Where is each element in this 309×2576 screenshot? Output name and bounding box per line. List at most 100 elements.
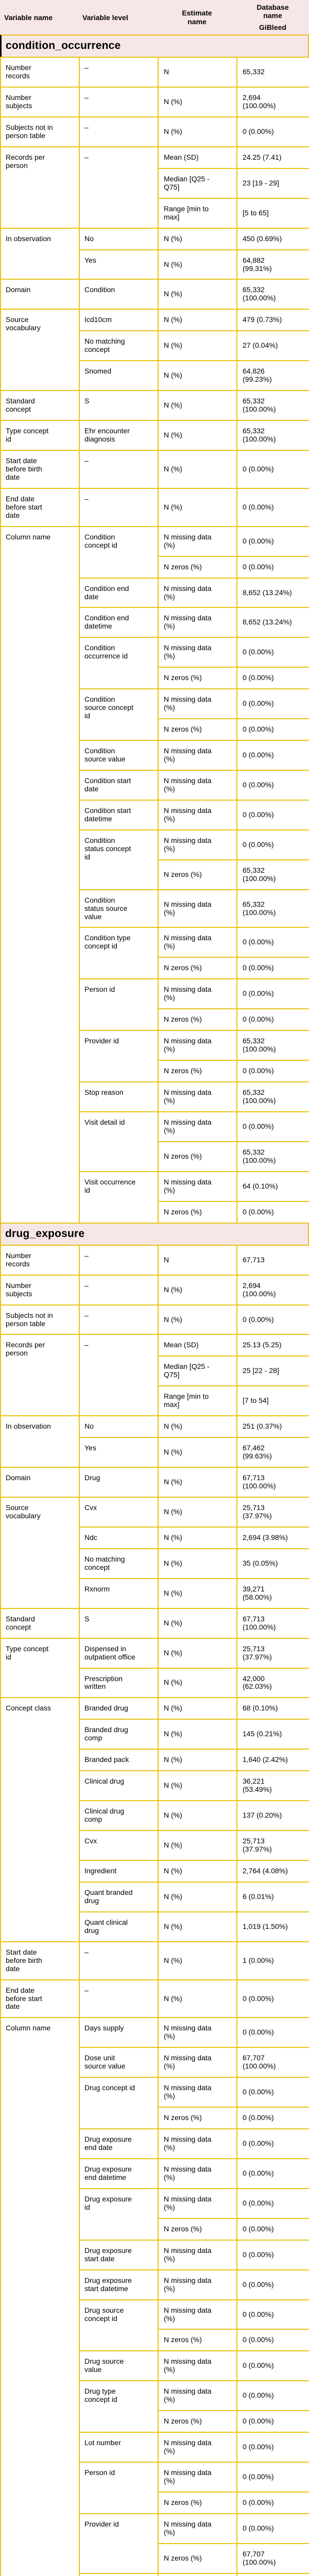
estimate-name-cell: N (%) (158, 1830, 237, 1861)
estimate-value-cell: 65,332 (100.00%) (236, 1081, 309, 1112)
variable-level-cell: Condition source concept id (79, 688, 159, 741)
table-row: Records per person – Mean (SD) 24.25 (7.41) (0, 146, 309, 229)
estimate-name-cell: N missing data (%) (158, 1111, 237, 1142)
characterization-report: condition_occurrence Number records – N 65,3… (0, 35, 309, 2576)
table-row: Clinical drug comp N (%) 137 (0.20%) (1, 1800, 309, 1832)
table-row: N zeros (%) 0 (0.00%) (1, 718, 309, 741)
estimate-name-cell: N (158, 57, 237, 88)
estimate-name-cell: N (%) (158, 487, 237, 527)
estimate-name-cell: N (%) (158, 1637, 237, 1669)
table-row: Drug exposure start date N missing data (… (1, 2239, 309, 2270)
variable-level-cell: Drug exposure start datetime (79, 2269, 159, 2300)
variable-level-cell: Branded drug comp (79, 1719, 159, 1750)
estimate-name-cell: N (%) (158, 330, 237, 362)
variable-level-cell: Prescription written (79, 1667, 159, 1699)
table-row: In observation No N (%) 450 (0.69%) (0, 227, 309, 280)
col-header-variable-level: Variable level (82, 13, 128, 22)
table-row: Person id N missing data (%) 0 (0.00%) (1, 978, 309, 1031)
estimate-value-cell: 0 (0.00%) (236, 2217, 309, 2241)
table-row: Concept class Branded drug N (%) 68 (0.10%) (0, 1697, 309, 1942)
table-row: Provider id N missing data (%) 65,332 (100… (1, 1030, 309, 1083)
estimate-name-cell: N zeros (%) (158, 1060, 237, 1083)
table-row: Drug exposure end date N missing data (%)… (1, 2128, 309, 2159)
variable-level-cell: Yes (79, 249, 159, 280)
variable-name-cell: In observation (0, 227, 80, 280)
estimate-value-cell: 25.13 (5.25) (236, 1334, 309, 1357)
estimate-value-cell: 0 (0.00%) (236, 449, 309, 489)
estimate-value-cell: 0 (0.00%) (236, 2513, 309, 2544)
variable-name-cell: Source vocabulary (0, 1497, 80, 1609)
table-row: Snomed N (%) 64,826 (99.23%) (1, 360, 309, 392)
table-row: Number records – N 65,332 (0, 57, 309, 88)
estimate-name-cell: N (%) (158, 1749, 237, 1772)
variable-name-cell: Subjects not in person table (0, 116, 80, 147)
variable-name-cell: Type concept id (0, 420, 80, 451)
variable-level-cell: Condition occurrence id (79, 637, 159, 690)
estimate-name-cell: N zeros (%) (158, 2107, 237, 2130)
section-table: Number records – N 67,713 Number subjects – N … (0, 1244, 309, 2576)
table-row: Visit detail id N missing data (%) 0 (0.00… (1, 1111, 309, 1172)
estimate-value-cell: 67,713 (100.00%) (236, 1467, 309, 1498)
table-row: Type concept id Dispensed in outpatient o… (0, 1637, 309, 1699)
table-row: No matching concept N (%) 27 (0.04%) (1, 330, 309, 362)
table-row: N zeros (%) 0 (0.00%) (1, 667, 309, 690)
table-row: Type concept id Ehr encounter diagnosis N … (0, 420, 309, 451)
variable-level-cell: Dose unit source value (79, 2047, 159, 2078)
variable-level-cell: Condition status source value (79, 889, 159, 928)
estimate-value-cell: 23 [19 - 29] (236, 167, 309, 199)
variable-level-cell: Stop reason (79, 1081, 159, 1112)
variable-name-cell: Start date before birth date (0, 1941, 80, 1980)
table-row: Cvx N (%) 25,713 (37.97%) (1, 1830, 309, 1861)
table-row: N zeros (%) 0 (0.00%) (1, 2217, 309, 2241)
table-row: N zeros (%) 0 (0.00%) (1, 1060, 309, 1083)
estimate-name-cell: N (%) (158, 227, 237, 250)
table-row: Drug exposure id N missing data (%) 0 (0.0… (1, 2188, 309, 2241)
estimate-name-cell: N missing data (%) (158, 2158, 237, 2189)
estimate-value-cell: 0 (0.00%) (236, 637, 309, 668)
variable-level-cell: Visit occurrence id (79, 1171, 159, 1224)
estimate-name-cell: N zeros (%) (158, 859, 237, 890)
table-row: End date before start date – N (%) 0 (0.00%… (0, 1979, 309, 2019)
table-row: Dose unit source value N missing data (%)… (1, 2047, 309, 2078)
table-row: Source vocabulary Cvx N (%) 25,713 (37.97%) (0, 1497, 309, 1609)
table-row: Yes N (%) 67,462 (99.63%) (1, 1437, 309, 1468)
estimate-value-cell: 24.25 (7.41) (236, 146, 309, 169)
variable-level-cell: Condition start date (79, 769, 159, 801)
table-row: Lot number N missing data (%) 0 (0.00%) (1, 2432, 309, 2463)
variable-level-cell: – (79, 1244, 159, 1276)
variable-level-cell: Ndc (79, 1526, 159, 1549)
variable-level-cell: Condition concept id (79, 526, 159, 579)
table-row: Drug concept id N missing data (%) 0 (0.00… (1, 2077, 309, 2130)
estimate-value-cell: 0 (0.00%) (236, 1979, 309, 2019)
estimate-value-cell: 0 (0.00%) (236, 555, 309, 579)
table-row: Condition end date N missing data (%) 8,65… (1, 577, 309, 608)
variable-level-cell: Drug source concept id (79, 2299, 159, 2352)
variable-level-cell: – (79, 1334, 159, 1417)
estimate-value-cell: 25,713 (37.97%) (236, 1830, 309, 1861)
table-row: Visit occurrence id N missing data (%) 64 … (1, 1171, 309, 1224)
table-row: Drug exposure start datetime N missing da… (1, 2269, 309, 2300)
estimate-name-cell: N missing data (%) (158, 2350, 237, 2382)
estimate-value-cell: 0 (0.00%) (236, 2432, 309, 2463)
estimate-value-cell: 450 (0.69%) (236, 227, 309, 250)
estimate-name-cell: N missing data (%) (158, 1171, 237, 1202)
estimate-name-cell: N missing data (%) (158, 2513, 237, 2544)
estimate-value-cell: 0 (0.00%) (236, 2077, 309, 2108)
variable-level-cell: Provider id (79, 2513, 159, 2574)
estimate-value-cell: 0 (0.00%) (236, 978, 309, 1010)
estimate-value-cell: 25,713 (37.97%) (236, 1637, 309, 1669)
section-title: drug_exposure (0, 1222, 309, 1246)
estimate-value-cell: 25 [22 - 28] (236, 1355, 309, 1387)
estimate-name-cell: N missing data (%) (158, 1081, 237, 1112)
estimate-value-cell: 0 (0.00%) (236, 2128, 309, 2159)
table-row: Records per person – Mean (SD) 25.13 (5.25) (0, 1334, 309, 1417)
estimate-value-cell: 145 (0.21%) (236, 1719, 309, 1750)
estimate-name-cell: N (%) (158, 1881, 237, 1912)
estimate-value-cell: 137 (0.20%) (236, 1800, 309, 1832)
variable-name-cell: Type concept id (0, 1637, 80, 1699)
estimate-value-cell: 0 (0.00%) (236, 2350, 309, 2382)
estimate-name-cell: N missing data (%) (158, 2432, 237, 2463)
estimate-value-cell: 42,000 (62.03%) (236, 1667, 309, 1699)
estimate-name-cell: N (%) (158, 1979, 237, 2019)
estimate-value-cell: 65,332 (100.00%) (236, 1141, 309, 1172)
